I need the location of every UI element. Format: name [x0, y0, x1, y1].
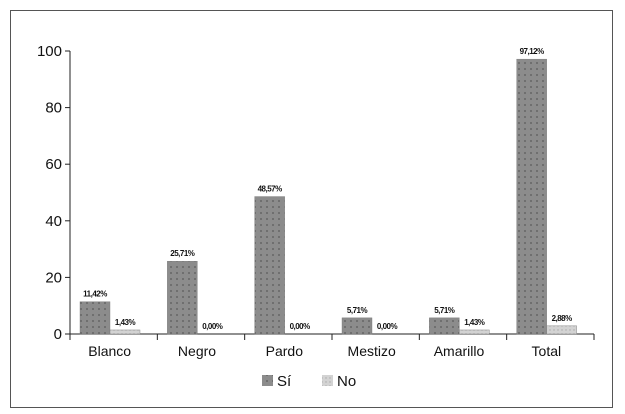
y-tick-label: 20 [45, 269, 62, 286]
legend: Sí No [262, 373, 356, 390]
y-tick-label: 80 [45, 100, 62, 117]
legend-entry: No [337, 373, 356, 390]
y-tick-label: 40 [45, 213, 62, 230]
data-label: 48,57% [258, 185, 283, 194]
data-label: 25,71% [170, 249, 195, 258]
data-label: 5,71% [434, 306, 455, 315]
category-label: Mestizo [348, 343, 396, 359]
legend-swatch [322, 375, 333, 386]
bar-no [546, 325, 577, 335]
legend-swatch [262, 375, 273, 386]
data-label: 5,71% [347, 306, 368, 315]
chart-frame [10, 10, 613, 408]
bar-si [429, 317, 460, 335]
data-label: 2,88% [552, 314, 573, 323]
category-label: Blanco [88, 343, 131, 359]
category-label: Total [532, 343, 562, 359]
legend-entry: Sí [277, 373, 292, 390]
data-label: 1,43% [464, 318, 485, 327]
bar-no [109, 329, 141, 335]
data-label: 0,00% [290, 322, 311, 331]
data-label: 11,42% [83, 290, 107, 299]
data-label: 97,12% [520, 47, 545, 56]
plot-area: 0 20 40 60 80 100 11,42% 1,43% Blanco 25,71% 0,00%… [37, 43, 595, 359]
bar-si [79, 301, 111, 335]
bar-si [516, 58, 547, 335]
data-label: 0,00% [202, 322, 223, 331]
y-tick-label: 100 [37, 43, 62, 60]
bar-si [254, 196, 285, 335]
y-tick-label: 60 [45, 156, 62, 173]
data-label: 1,43% [115, 318, 136, 327]
y-tick-label: 0 [54, 326, 62, 343]
data-label: 0,00% [377, 322, 398, 331]
bar-no [459, 329, 490, 335]
bar-si [167, 261, 198, 335]
bar-si [341, 317, 373, 335]
category-label: Pardo [266, 343, 304, 359]
category-label: Negro [178, 343, 216, 359]
category-label: Amarillo [434, 343, 485, 359]
